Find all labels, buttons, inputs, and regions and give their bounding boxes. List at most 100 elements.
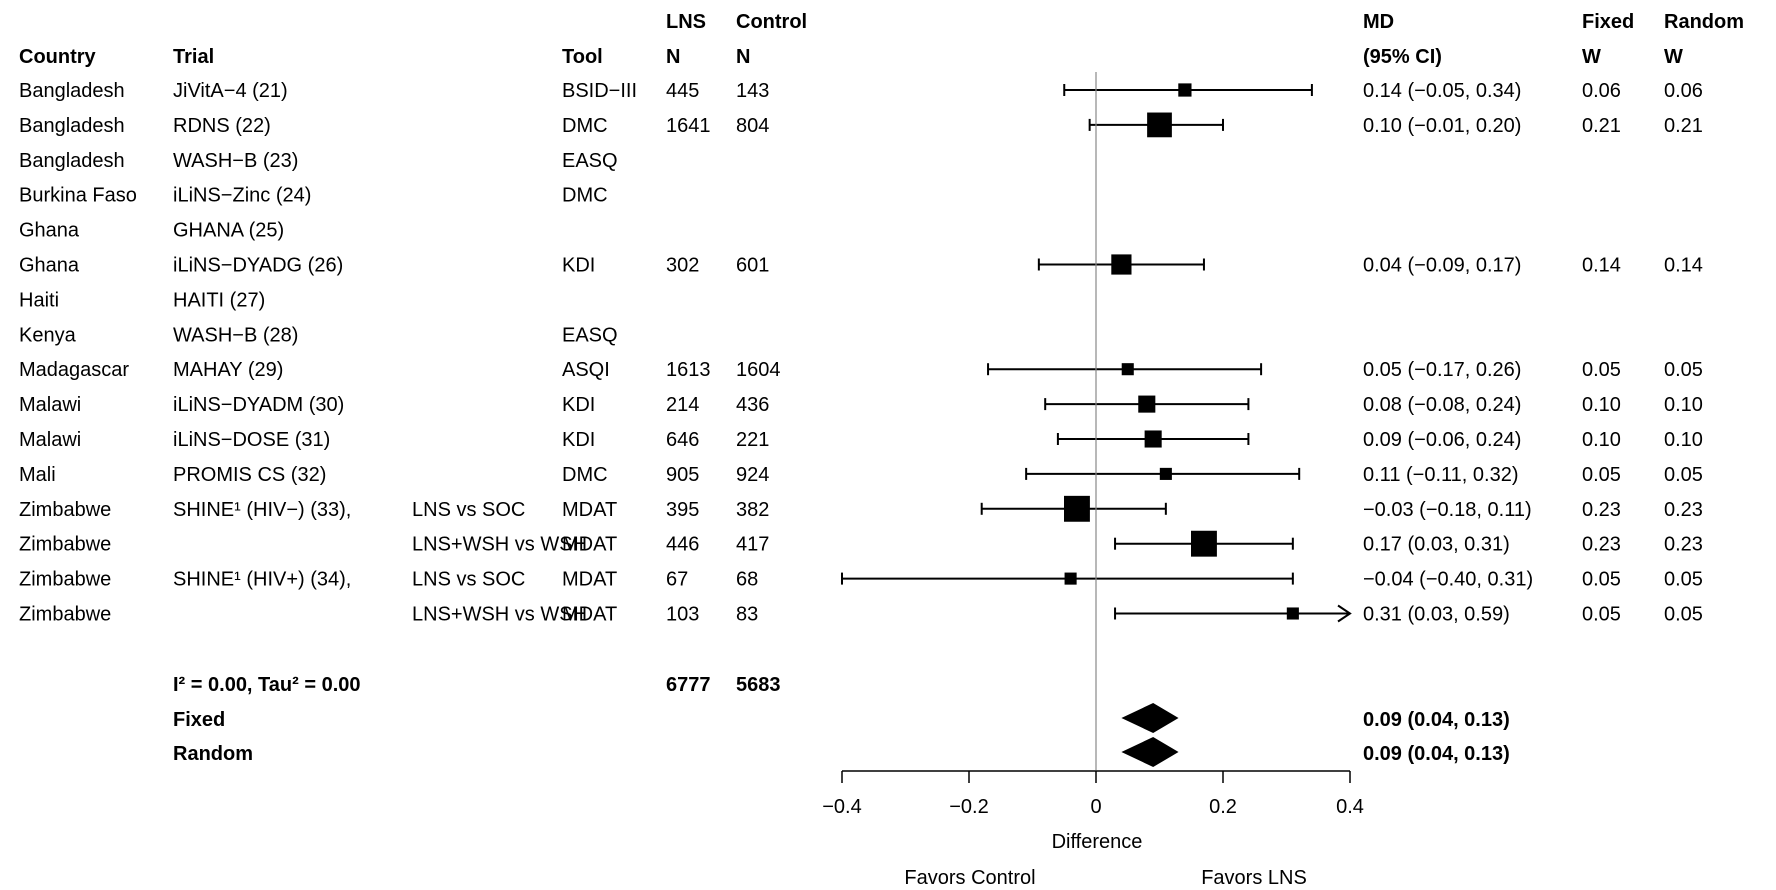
header-md: MD: [1363, 11, 1394, 33]
row-country: Zimbabwe: [19, 569, 111, 591]
study-row: Bangladesh JiVitA−4 (21) BSID−III 445 143 0.1…: [19, 80, 1703, 102]
header-lns-n: N: [666, 46, 680, 68]
row-weight-random: 0.23: [1664, 534, 1703, 556]
row-weight-fixed: 0.23: [1582, 499, 1621, 521]
summary-block: I² = 0.00, Tau² = 0.00 6777 5683 Fixed 0…: [173, 674, 1510, 767]
x-axis: −0.4 −0.2 0 0.2 0.4: [822, 770, 1364, 818]
column-headers: Country Trial Tool LNS N Control N MD (9…: [19, 11, 1744, 68]
point-estimate: [1147, 112, 1172, 138]
row-comparison: LNS vs SOC: [412, 499, 525, 521]
row-trial: iLiNS−DOSE (31): [173, 429, 330, 451]
row-lns-n: 103: [666, 604, 699, 626]
header-random-w: W: [1664, 46, 1683, 68]
header-control-n: N: [736, 46, 750, 68]
x-tick-label: 0.2: [1209, 796, 1237, 818]
row-tool: EASQ: [562, 150, 618, 172]
row-weight-fixed: 0.21: [1582, 115, 1621, 137]
row-weight-fixed: 0.05: [1582, 569, 1621, 591]
row-control-n: 436: [736, 394, 769, 416]
row-control-n: 221: [736, 429, 769, 451]
row-weight-random: 0.05: [1664, 359, 1703, 381]
header-control: Control: [736, 11, 807, 33]
favors-control-label: Favors Control: [904, 867, 1035, 889]
summary-random-label: Random: [173, 743, 253, 765]
total-lns-n: 6777: [666, 674, 711, 696]
row-tool: DMC: [562, 115, 608, 137]
row-control-n: 1604: [736, 359, 781, 381]
study-row: Malawi iLiNS−DOSE (31) KDI 646 221 0.09 (−0.0…: [19, 429, 1703, 451]
ci-arrow: [1337, 604, 1352, 623]
point-estimate: [1191, 530, 1217, 557]
study-row: Ghana iLiNS−DYADG (26) KDI 302 601 0.04 (−0.0…: [19, 254, 1703, 277]
row-trial: MAHAY (29): [173, 359, 283, 381]
row-control-n: 804: [736, 115, 769, 137]
row-country: Malawi: [19, 429, 81, 451]
row-control-n: 601: [736, 255, 769, 277]
header-trial: Trial: [173, 46, 214, 68]
row-weight-random: 0.10: [1664, 429, 1703, 451]
point-estimate: [1064, 495, 1090, 522]
row-trial: JiVitA−4 (21): [173, 80, 288, 102]
row-control-n: 143: [736, 80, 769, 102]
point-estimate: [1286, 607, 1299, 620]
row-md-ci: 0.10 (−0.01, 0.20): [1363, 115, 1521, 137]
row-weight-random: 0.05: [1664, 464, 1703, 486]
row-weight-random: 0.10: [1664, 394, 1703, 416]
row-lns-n: 302: [666, 255, 699, 277]
x-tick-label: 0: [1090, 796, 1101, 818]
row-weight-random: 0.06: [1664, 80, 1703, 102]
row-tool: KDI: [562, 429, 595, 451]
row-comparison: LNS+WSH vs WSH: [412, 534, 587, 556]
row-weight-fixed: 0.06: [1582, 80, 1621, 102]
header-fixed-w: W: [1582, 46, 1601, 68]
summary-diamond-fixed: [1121, 703, 1179, 733]
row-lns-n: 67: [666, 569, 688, 591]
summary-fixed-ci: 0.09 (0.04, 0.13): [1363, 709, 1510, 731]
header-fixed: Fixed: [1582, 11, 1634, 33]
row-lns-n: 214: [666, 394, 699, 416]
row-country: Bangladesh: [19, 115, 125, 137]
row-trial: PROMIS CS (32): [173, 464, 326, 486]
total-control-n: 5683: [736, 674, 781, 696]
row-country: Burkina Faso: [19, 185, 137, 207]
row-trial: iLiNS−DYADM (30): [173, 394, 344, 416]
row-weight-random: 0.21: [1664, 115, 1703, 137]
row-trial: SHINE¹ (HIV−) (33),: [173, 499, 351, 521]
header-tool: Tool: [562, 46, 603, 68]
x-tick-label: −0.2: [949, 796, 988, 818]
row-tool: MDAT: [562, 569, 617, 591]
heterogeneity-label: I² = 0.00, Tau² = 0.00: [173, 674, 361, 696]
row-country: Ghana: [19, 255, 80, 277]
row-trial: SHINE¹ (HIV+) (34),: [173, 569, 351, 591]
row-tool: DMC: [562, 464, 608, 486]
x-tick-label: −0.4: [822, 796, 861, 818]
row-weight-random: 0.05: [1664, 604, 1703, 626]
x-axis-label: Difference: [1052, 831, 1143, 853]
header-md-ci: (95% CI): [1363, 46, 1442, 68]
row-weight-fixed: 0.23: [1582, 534, 1621, 556]
point-estimate: [1138, 395, 1156, 413]
row-weight-fixed: 0.14: [1582, 255, 1621, 277]
row-tool: ASQI: [562, 359, 610, 381]
point-estimate: [1144, 430, 1162, 448]
row-tool: DMC: [562, 185, 608, 207]
row-tool: KDI: [562, 394, 595, 416]
row-country: Zimbabwe: [19, 604, 111, 626]
row-control-n: 417: [736, 534, 769, 556]
point-estimate: [1111, 254, 1132, 275]
row-weight-fixed: 0.05: [1582, 359, 1621, 381]
point-estimate: [1064, 572, 1077, 585]
study-row: Malawi iLiNS−DYADM (30) KDI 214 436 0.08 (−0.…: [19, 394, 1703, 416]
point-estimate: [1178, 83, 1192, 97]
row-md-ci: 0.17 (0.03, 0.31): [1363, 534, 1510, 556]
row-lns-n: 905: [666, 464, 699, 486]
point-estimate: [1159, 467, 1172, 480]
row-control-n: 924: [736, 464, 769, 486]
study-row: Haiti HAITI (27): [19, 289, 265, 311]
row-weight-fixed: 0.10: [1582, 394, 1621, 416]
row-md-ci: 0.04 (−0.09, 0.17): [1363, 255, 1521, 277]
row-md-ci: 0.05 (−0.17, 0.26): [1363, 359, 1521, 381]
row-tool: MDAT: [562, 534, 617, 556]
summary-fixed-label: Fixed: [173, 709, 225, 731]
